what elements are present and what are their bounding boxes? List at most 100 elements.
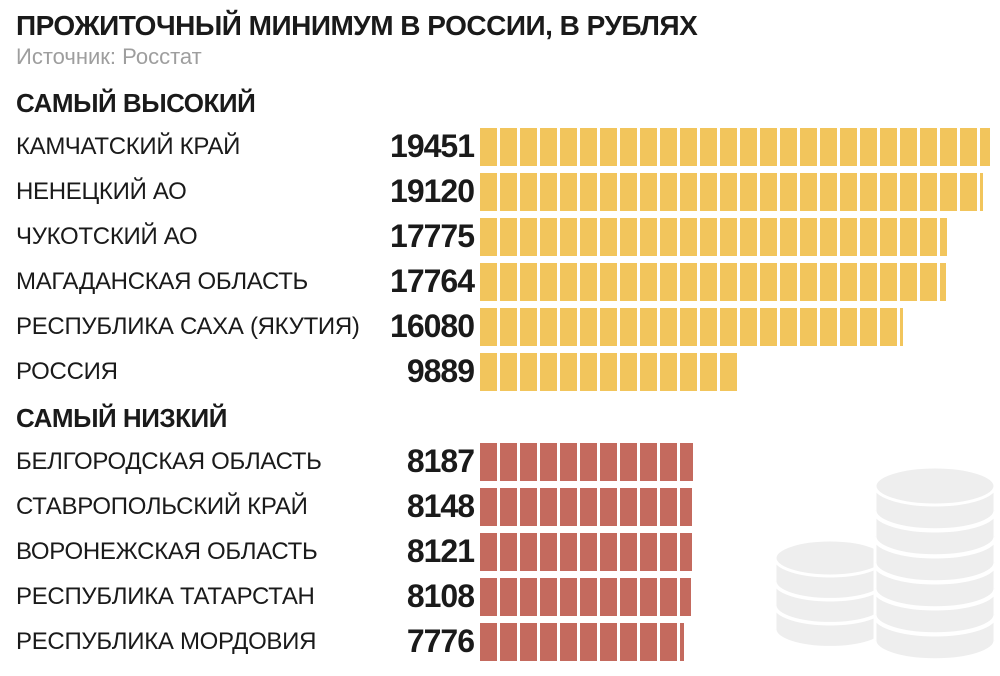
bar-segment bbox=[580, 533, 597, 571]
bar-segment bbox=[700, 308, 717, 346]
bar bbox=[480, 443, 984, 481]
bar-segment bbox=[840, 308, 857, 346]
bar-segment bbox=[900, 173, 917, 211]
bar-segment bbox=[660, 353, 677, 391]
bar-segment bbox=[780, 308, 797, 346]
bar-segment bbox=[640, 353, 657, 391]
bar-segment bbox=[560, 353, 577, 391]
bar-segment bbox=[520, 173, 537, 211]
row-label: КАМЧАТСКИЙ КРАЙ bbox=[16, 133, 356, 161]
bar-segment bbox=[520, 443, 537, 481]
bar-segment bbox=[720, 128, 737, 166]
bar-segment bbox=[520, 488, 537, 526]
bar-segment bbox=[480, 623, 497, 661]
rows-high: КАМЧАТСКИЙ КРАЙ19451НЕНЕЦКИЙ АО19120ЧУКО… bbox=[16, 125, 984, 393]
bar-segment bbox=[820, 173, 837, 211]
bar bbox=[480, 263, 984, 301]
bar-segment bbox=[580, 578, 597, 616]
row-label: РЕСПУБЛИКА МОРДОВИЯ bbox=[16, 628, 356, 656]
bar-segment bbox=[680, 308, 697, 346]
bar-segment bbox=[520, 533, 537, 571]
bar-segment bbox=[660, 578, 677, 616]
bar-segment bbox=[580, 173, 597, 211]
bar-segment bbox=[540, 488, 557, 526]
bar-segment bbox=[740, 128, 757, 166]
bar-segment bbox=[640, 308, 657, 346]
row-value: 7776 bbox=[356, 623, 480, 660]
bar-segment bbox=[580, 128, 597, 166]
bar-segment bbox=[720, 263, 737, 301]
bar-segment bbox=[840, 173, 857, 211]
bar-segment bbox=[640, 173, 657, 211]
row-value: 19120 bbox=[356, 173, 480, 210]
bar-row: СТАВРОПОЛЬСКИЙ КРАЙ8148 bbox=[16, 485, 984, 528]
bar-segment bbox=[500, 443, 517, 481]
bar-segment bbox=[740, 263, 757, 301]
bar-segment bbox=[520, 578, 537, 616]
bar-segment bbox=[760, 128, 777, 166]
bar-segment bbox=[640, 578, 657, 616]
bar-row: РЕСПУБЛИКА САХА (ЯКУТИЯ)16080 bbox=[16, 305, 984, 348]
bar-segment bbox=[780, 218, 797, 256]
bar-segment bbox=[500, 308, 517, 346]
bar-segment bbox=[660, 173, 677, 211]
bar-row: КАМЧАТСКИЙ КРАЙ19451 bbox=[16, 125, 984, 168]
row-value: 8148 bbox=[356, 488, 480, 525]
bar-segment bbox=[640, 128, 657, 166]
bar-row: РЕСПУБЛИКА МОРДОВИЯ7776 bbox=[16, 620, 984, 663]
bar-segment bbox=[620, 263, 637, 301]
bar-segment bbox=[680, 173, 697, 211]
bar-segment bbox=[760, 218, 777, 256]
section-heading-high: САМЫЙ ВЫСОКИЙ bbox=[16, 88, 984, 119]
bar-segment bbox=[800, 263, 817, 301]
bar-segment bbox=[520, 623, 537, 661]
bar-row: МАГАДАНСКАЯ ОБЛАСТЬ17764 bbox=[16, 260, 984, 303]
bar-segment bbox=[580, 263, 597, 301]
bar-segment bbox=[660, 443, 677, 481]
bar-segment bbox=[680, 353, 697, 391]
bar-segment bbox=[660, 533, 677, 571]
bar-segment bbox=[500, 263, 517, 301]
bar-segment bbox=[540, 308, 557, 346]
bar-segment bbox=[500, 533, 517, 571]
bar-segment bbox=[480, 173, 497, 211]
bar bbox=[480, 623, 984, 661]
bar-segment bbox=[620, 623, 637, 661]
bar-segment bbox=[880, 128, 897, 166]
bar-segment bbox=[860, 218, 877, 256]
bar-segment bbox=[600, 218, 617, 256]
bar-segment bbox=[820, 128, 837, 166]
bar-segment bbox=[500, 128, 517, 166]
bar-segment bbox=[840, 128, 857, 166]
bar-segment-partial bbox=[900, 308, 903, 346]
rows-low: БЕЛГОРОДСКАЯ ОБЛАСТЬ8187СТАВРОПОЛЬСКИЙ К… bbox=[16, 440, 984, 663]
row-value: 19451 bbox=[356, 128, 480, 165]
bar-segment bbox=[620, 443, 637, 481]
bar-segment bbox=[600, 263, 617, 301]
bar-segment bbox=[640, 263, 657, 301]
bar-segment bbox=[540, 173, 557, 211]
bar-segment-partial bbox=[980, 128, 990, 166]
bar bbox=[480, 308, 984, 346]
row-value: 8121 bbox=[356, 533, 480, 570]
bar-segment bbox=[840, 263, 857, 301]
bar-segment bbox=[880, 218, 897, 256]
row-value: 16080 bbox=[356, 308, 480, 345]
bar-segment bbox=[620, 218, 637, 256]
bar-segment bbox=[480, 443, 497, 481]
bar-segment bbox=[680, 263, 697, 301]
row-label: РЕСПУБЛИКА САХА (ЯКУТИЯ) bbox=[16, 313, 356, 341]
bar-segment bbox=[480, 533, 497, 571]
bar bbox=[480, 488, 984, 526]
bar-segment bbox=[660, 488, 677, 526]
bar-segment bbox=[480, 578, 497, 616]
bar-segment bbox=[480, 353, 497, 391]
bar-segment-partial bbox=[940, 263, 946, 301]
bar-segment bbox=[600, 353, 617, 391]
source-line: Источник: Росстат bbox=[16, 44, 984, 70]
bar-segment bbox=[600, 488, 617, 526]
bar bbox=[480, 128, 993, 166]
bar-segment bbox=[860, 173, 877, 211]
bar-segment bbox=[600, 308, 617, 346]
bar-segment bbox=[720, 308, 737, 346]
